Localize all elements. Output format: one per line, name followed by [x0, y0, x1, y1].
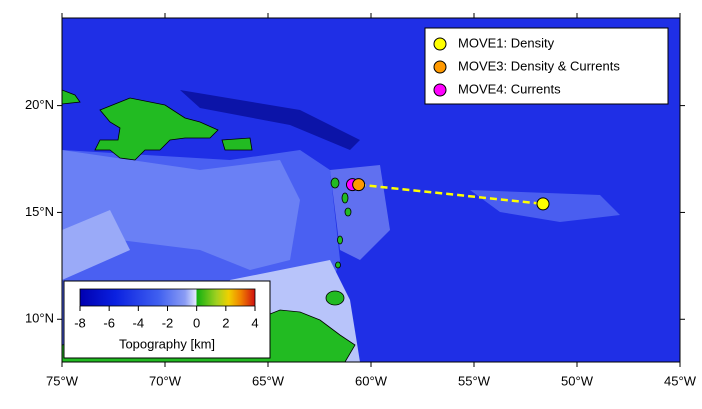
legend-marker	[433, 60, 447, 74]
colorbar-tick-label: -4	[133, 315, 145, 330]
legend-box	[424, 27, 669, 105]
station-marker	[536, 197, 550, 211]
legend-marker	[433, 37, 447, 51]
x-tick-label: 55°W	[458, 373, 491, 388]
legend-label: MOVE3: Density & Currents	[458, 58, 620, 73]
colorbar: Topography [km] -8 -6 -4 -2 0 2 4	[63, 280, 271, 359]
x-tick-label: 50°W	[561, 373, 594, 388]
colorbar-label: Topography [km]	[119, 336, 215, 351]
colorbar-scale	[79, 288, 256, 307]
y-tick-label: 10°N	[25, 311, 54, 326]
x-tick-label: 75°W	[46, 373, 79, 388]
station-marker	[352, 178, 366, 192]
x-tick-label: 65°W	[252, 373, 285, 388]
legend-label: MOVE1: Density	[458, 35, 555, 50]
x-tick-label: 70°W	[149, 373, 182, 388]
colorbar-tick-label: 2	[222, 315, 229, 330]
y-tick-label: 15°N	[25, 204, 54, 219]
colorbar-tick-label: 0	[193, 315, 200, 330]
legend-label: MOVE4: Currents	[458, 81, 561, 96]
x-tick-label: 60°W	[355, 373, 388, 388]
y-tick-label: 20°N	[25, 97, 54, 112]
mooring-line	[358, 183, 544, 206]
x-tick-label: 45°W	[664, 373, 697, 388]
colorbar-tick-label: -8	[74, 315, 86, 330]
colorbar-tick-label: -6	[103, 315, 115, 330]
colorbar-tick-label: 4	[251, 315, 258, 330]
legend: MOVE1: Density MOVE3: Density & Currents M…	[424, 27, 669, 105]
legend-marker	[433, 83, 447, 97]
colorbar-tick-label: -2	[162, 315, 174, 330]
